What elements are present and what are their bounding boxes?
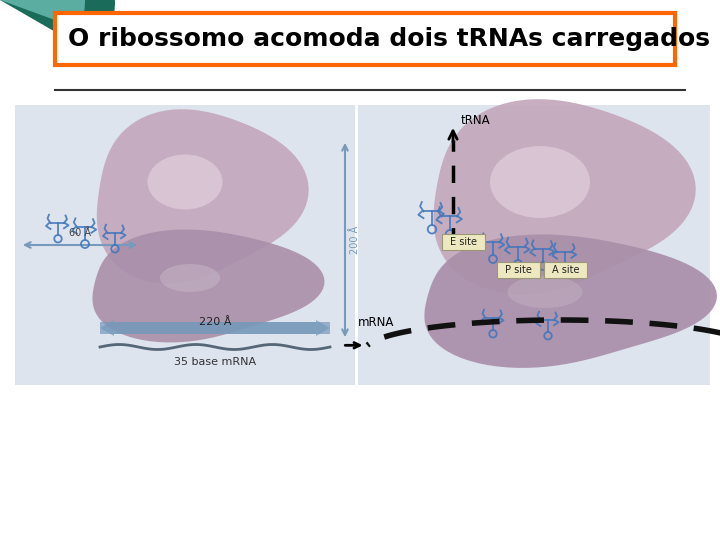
Wedge shape <box>0 0 85 29</box>
Text: P site: P site <box>505 265 532 275</box>
Ellipse shape <box>160 264 220 292</box>
Text: 60 Å: 60 Å <box>69 228 91 238</box>
FancyBboxPatch shape <box>442 234 485 250</box>
Bar <box>358 105 710 385</box>
Polygon shape <box>424 234 717 368</box>
FancyArrow shape <box>100 320 330 336</box>
FancyBboxPatch shape <box>497 262 540 278</box>
Bar <box>15 105 355 385</box>
Text: 220 Å: 220 Å <box>199 317 231 327</box>
Ellipse shape <box>490 146 590 218</box>
Text: O ribossomo acomoda dois tRNAs carregados: O ribossomo acomoda dois tRNAs carregado… <box>68 27 710 51</box>
Text: mRNA: mRNA <box>358 315 395 328</box>
FancyBboxPatch shape <box>55 13 675 65</box>
Polygon shape <box>92 230 325 342</box>
FancyBboxPatch shape <box>544 262 587 278</box>
Text: A site: A site <box>552 265 580 275</box>
FancyArrow shape <box>100 320 330 336</box>
Wedge shape <box>0 0 115 57</box>
Polygon shape <box>433 99 696 294</box>
Text: 35 base mRNA: 35 base mRNA <box>174 357 256 367</box>
Ellipse shape <box>148 154 222 210</box>
Polygon shape <box>96 109 309 284</box>
Ellipse shape <box>508 276 582 308</box>
Text: E site: E site <box>450 237 477 247</box>
Text: tRNA: tRNA <box>461 113 490 126</box>
Text: 200 Å: 200 Å <box>350 226 360 254</box>
